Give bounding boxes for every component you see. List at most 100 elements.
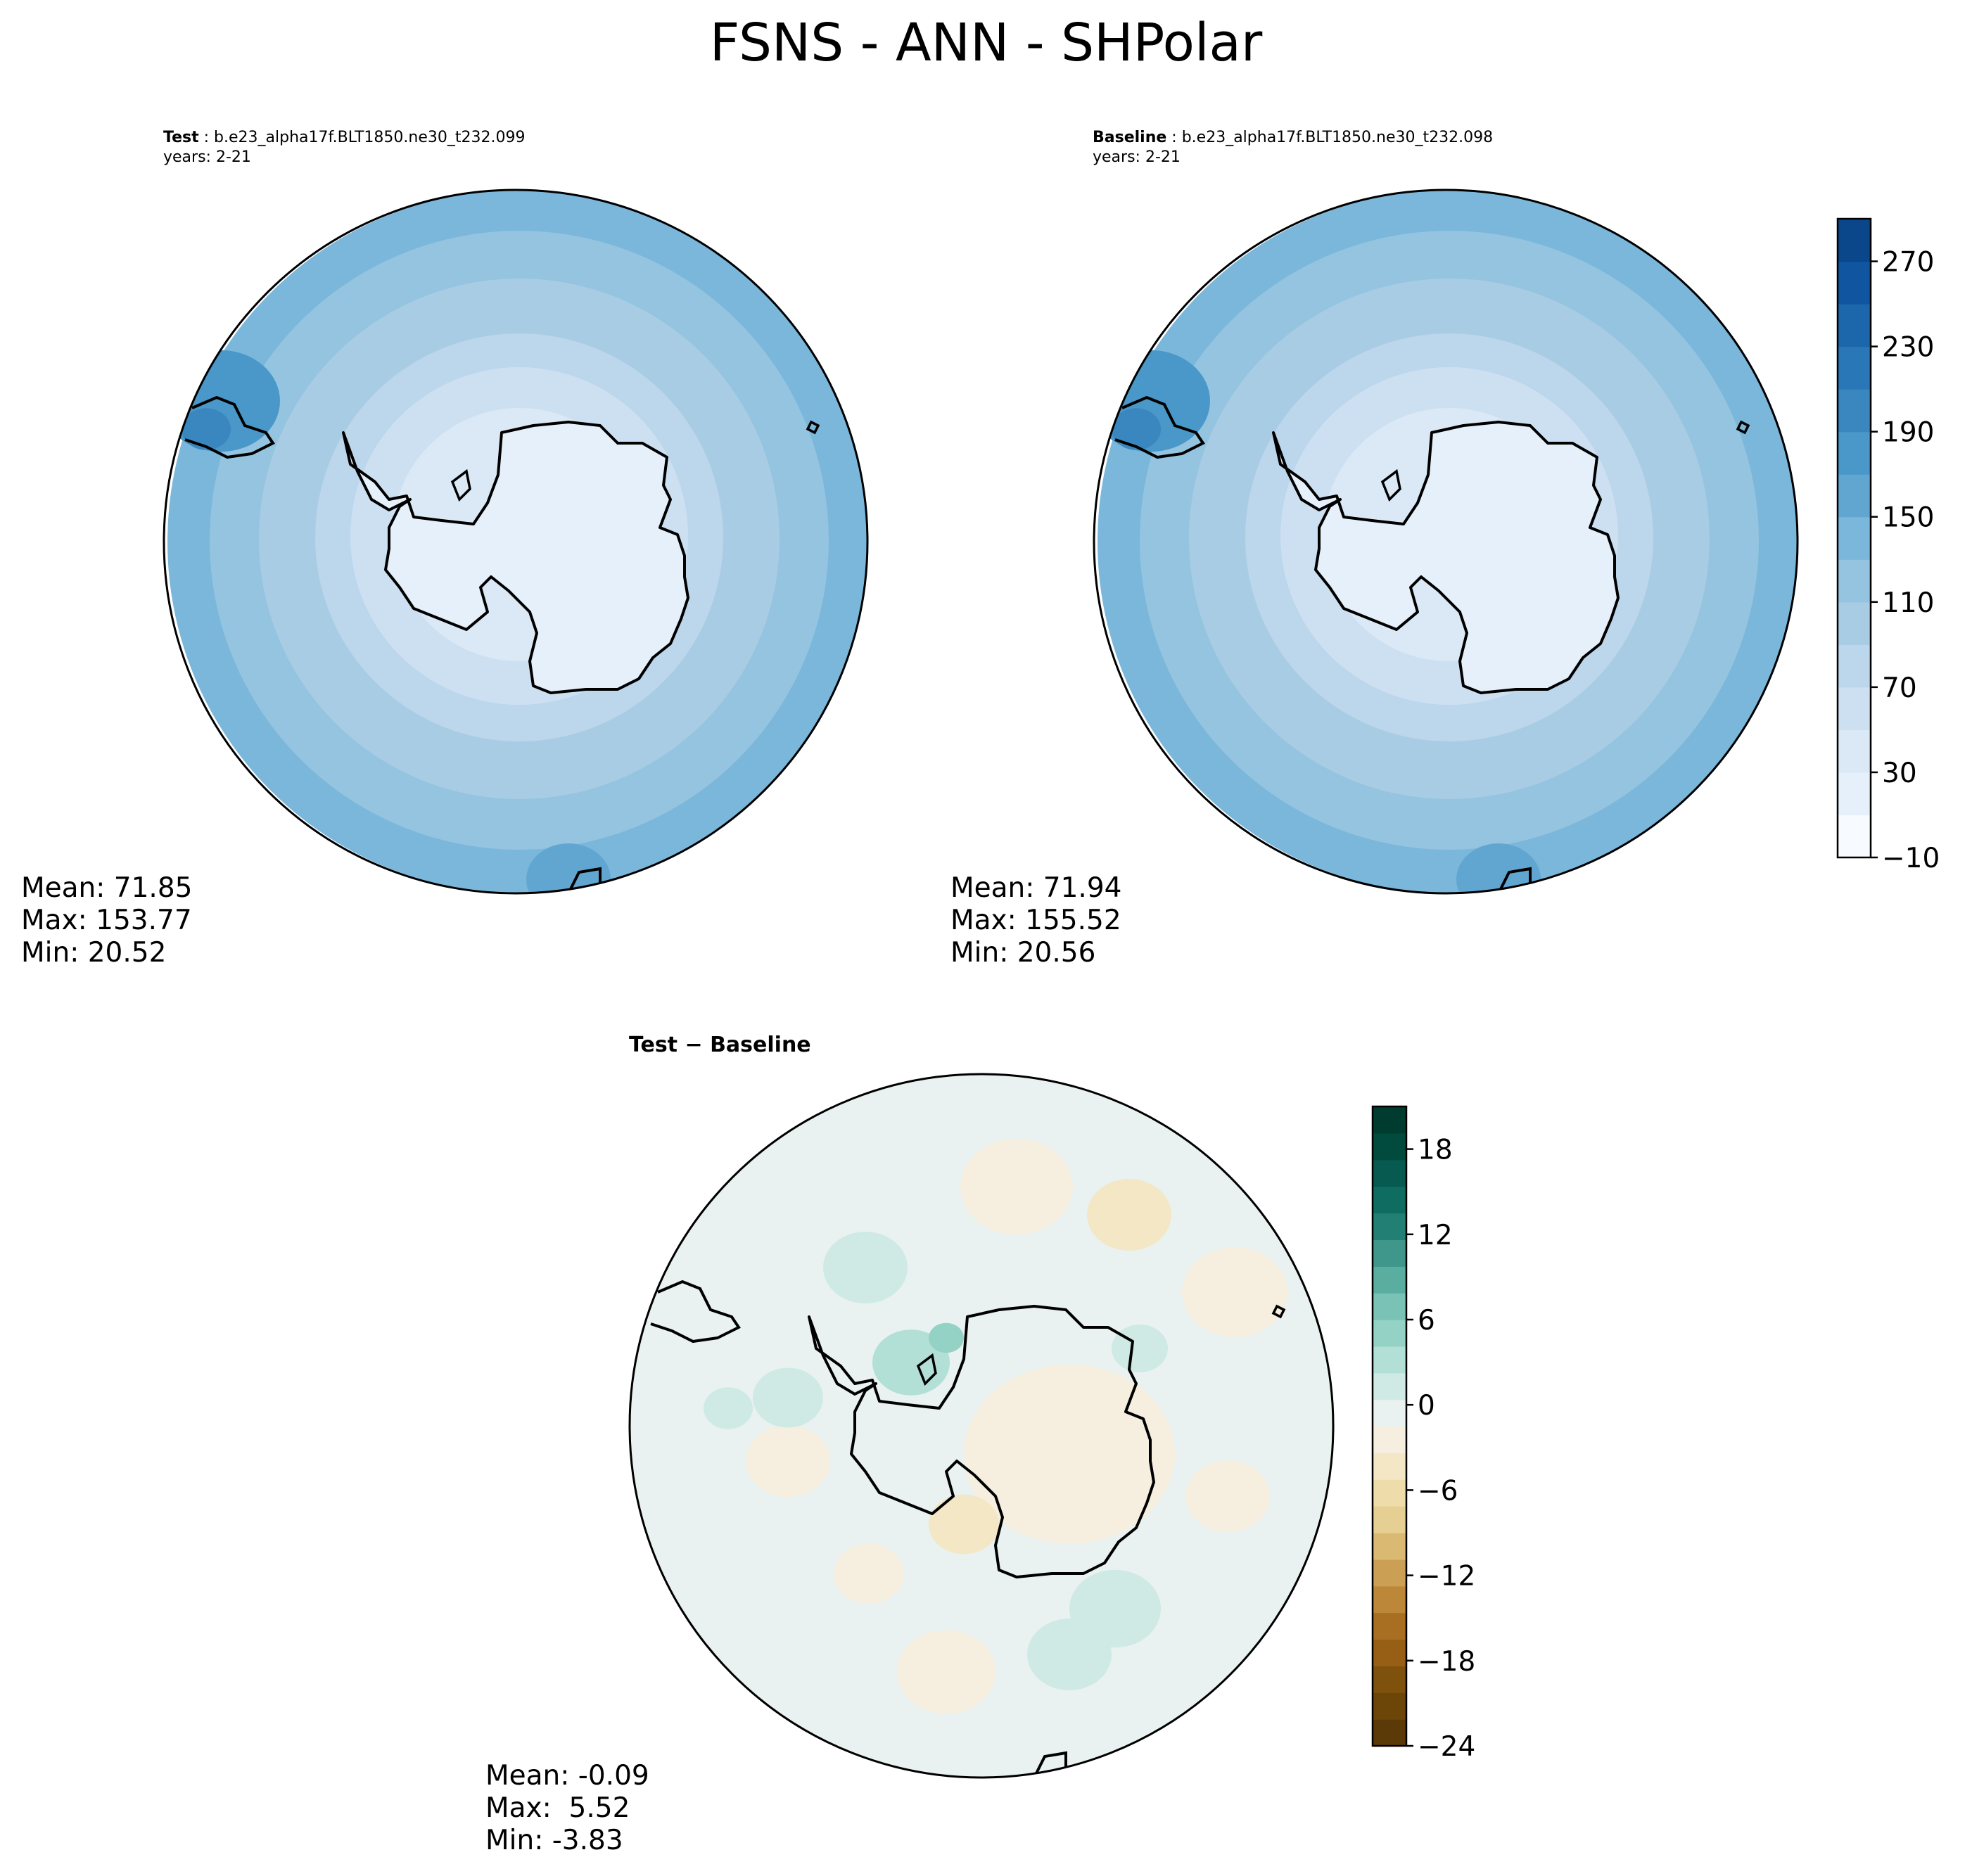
colorbar-tick-label: −12 <box>1418 1561 1475 1593</box>
contour-patch <box>343 422 688 693</box>
colorbar-segment <box>1373 1453 1406 1480</box>
map-border <box>628 1073 1335 1779</box>
colorbar-segment <box>1373 1426 1406 1453</box>
island-coastline <box>1271 1304 1286 1319</box>
colorbar-tick-label: 190 <box>1882 417 1934 449</box>
colorbar-segment <box>1373 1559 1406 1587</box>
difference-panel-title: Test − Baseline <box>629 1033 811 1057</box>
colorbar-segment <box>1838 474 1871 518</box>
contour-patch <box>823 1232 908 1303</box>
colorbar-tick-label: 0 <box>1418 1390 1435 1422</box>
baseline-stat-mean: Mean: 71.94 <box>950 872 1122 904</box>
island-coastline <box>1380 468 1401 502</box>
map-fill-layer <box>1094 190 1798 893</box>
contour-patch <box>753 1367 823 1428</box>
south-america-coastline <box>650 1280 741 1344</box>
test-stat-min: Min: 20.52 <box>21 937 167 969</box>
colorbar-tick-label: 30 <box>1882 758 1917 789</box>
diff-title-test: Test <box>629 1033 678 1057</box>
colorbar-tick-label: 110 <box>1882 587 1934 619</box>
test-stat-max: Max: 153.77 <box>21 905 192 936</box>
colorbar-segment <box>1373 1213 1406 1240</box>
colorbar-segment <box>1373 1506 1406 1533</box>
antarctica-coastline <box>342 421 689 694</box>
contour-patch <box>964 1364 1175 1544</box>
colorbar-segment <box>1373 1346 1406 1374</box>
island-coastline <box>806 420 820 435</box>
test-sep: : <box>198 129 215 146</box>
south-america-coastline <box>1114 395 1205 459</box>
island-coastline <box>1736 420 1750 435</box>
contour-patch <box>1087 1179 1171 1251</box>
colorbar-segment <box>1838 261 1871 305</box>
difference-colorbar: −24 −18 −12 −6 0 6 12 18 <box>1371 1105 1475 1763</box>
colorbar-segment <box>1373 1533 1406 1560</box>
contour-patch <box>1027 1619 1112 1690</box>
colorbar-tick-label: 12 <box>1418 1220 1453 1251</box>
colorbar-segment <box>1838 772 1871 816</box>
baseline-case-name: b.e23_alpha17f.BLT1850.ne30_t232.098 <box>1181 129 1494 146</box>
difference-map <box>628 1073 1335 1779</box>
contour-patch <box>704 1387 753 1429</box>
colorbar-segment <box>1373 1372 1406 1400</box>
map-fill-layer <box>164 190 867 893</box>
figure-title: FSNS - ANN - SHPolar <box>709 13 1263 73</box>
antarctica-coastline <box>808 1305 1155 1578</box>
colorbar-tick-label: −18 <box>1418 1646 1475 1678</box>
island-coastline <box>916 1353 937 1386</box>
colorbar-segment <box>1373 1106 1406 1134</box>
diff-title-baseline: Baseline <box>710 1033 811 1057</box>
baseline-label: Baseline <box>1093 129 1167 146</box>
antarctica-coastline <box>1272 421 1620 694</box>
test-case-name: b.e23_alpha17f.BLT1850.ne30_t232.099 <box>214 129 526 146</box>
colorbar-segment <box>1838 601 1871 645</box>
colorbar-segment <box>1838 219 1871 262</box>
colorbar-frame <box>1836 217 1872 859</box>
test-panel-title: Test : b.e23_alpha17f.BLT1850.ne30_t232.… <box>163 128 525 167</box>
colorbar-tick-label: 230 <box>1882 332 1934 364</box>
colorbar-tick-label: 150 <box>1882 502 1934 534</box>
colorbar-segment <box>1373 1666 1406 1693</box>
contour-patch <box>929 1494 999 1555</box>
test-stat-mean: Mean: 71.85 <box>21 872 193 904</box>
colorbar-tick-label: −6 <box>1418 1475 1458 1507</box>
colorbar-segment <box>1373 1159 1406 1187</box>
colorbar-segment <box>1373 1293 1406 1320</box>
colorbar-segment <box>1838 346 1871 390</box>
contour-patch <box>1185 1460 1270 1532</box>
colorbar-segment <box>1373 1320 1406 1347</box>
colorbar-segment <box>1838 304 1871 347</box>
contour-patch <box>834 1543 904 1604</box>
colorbar-segment <box>1838 389 1871 433</box>
test-map <box>163 189 869 895</box>
contour-patch <box>1273 422 1618 693</box>
colorbar-segment <box>1373 1132 1406 1161</box>
test-years: years: 2-21 <box>163 148 251 166</box>
baseline-sep: : <box>1166 129 1182 146</box>
colorbar-segment <box>1838 559 1871 603</box>
colorbar-segment <box>1373 1612 1406 1640</box>
map-border <box>1093 189 1799 895</box>
colorbar-tick-label: 270 <box>1882 247 1934 279</box>
contour-patch <box>1456 843 1541 893</box>
contour-patch <box>1182 1247 1287 1337</box>
colorbar-segment <box>1373 1239 1406 1267</box>
colorbar-segment <box>1838 644 1871 688</box>
baseline-stat-min: Min: 20.56 <box>950 937 1096 969</box>
colorbar-segment <box>1373 1719 1406 1747</box>
contour-patch <box>929 1322 964 1353</box>
contour-patch <box>1112 1325 1168 1372</box>
colorbar-segment <box>1373 1585 1406 1614</box>
south-america-coastline <box>184 395 275 459</box>
colorbar-segment <box>1373 1692 1406 1720</box>
colorbar-segment <box>1838 516 1871 560</box>
contour-patch <box>897 1630 995 1714</box>
colorbar-segment <box>1373 1266 1406 1294</box>
colorbar-segment <box>1838 729 1871 773</box>
contour-patch <box>182 408 231 450</box>
colorbar-segment <box>1373 1479 1406 1507</box>
baseline-stats: Mean: 71.94 Max: 155.52 Min: 20.56 <box>950 872 1121 969</box>
contour-patch <box>1112 408 1161 450</box>
island-coastline <box>450 468 471 502</box>
